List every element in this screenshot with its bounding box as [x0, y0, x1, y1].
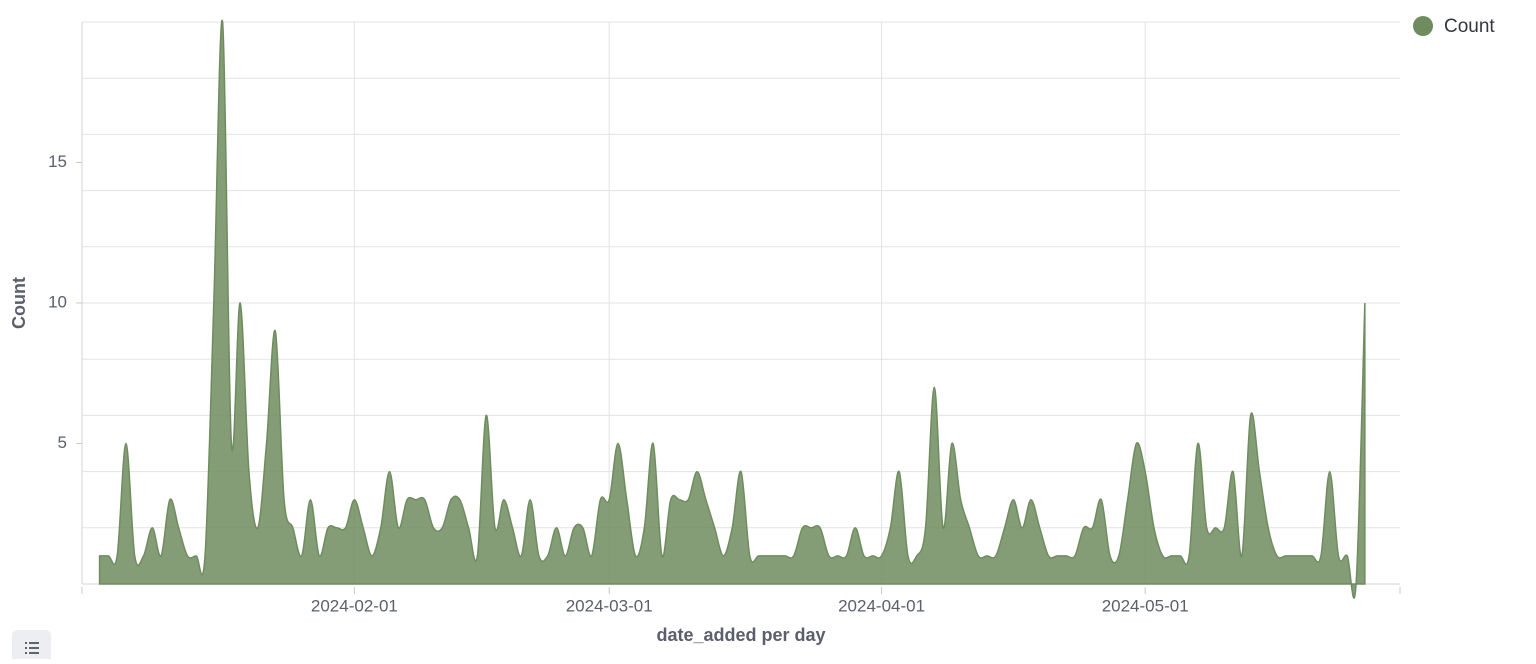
y-tick-label: 5	[58, 433, 67, 452]
x-tick-label: 2024-04-01	[838, 596, 925, 615]
legend-label: Count	[1444, 16, 1495, 37]
x-tick-label: 2024-02-01	[311, 596, 398, 615]
legend-marker	[1413, 16, 1433, 36]
x-tick-label: 2024-03-01	[566, 596, 653, 615]
x-tick-label: 2024-05-01	[1102, 596, 1189, 615]
legend-toggle-button[interactable]	[12, 630, 51, 659]
x-axis-title: date_added per day	[656, 625, 825, 645]
y-tick-label: 10	[48, 292, 67, 311]
y-tick-label: 15	[48, 152, 67, 171]
area	[98, 19, 1366, 599]
list-icon	[25, 642, 39, 654]
y-axis-title: Count	[9, 277, 29, 329]
